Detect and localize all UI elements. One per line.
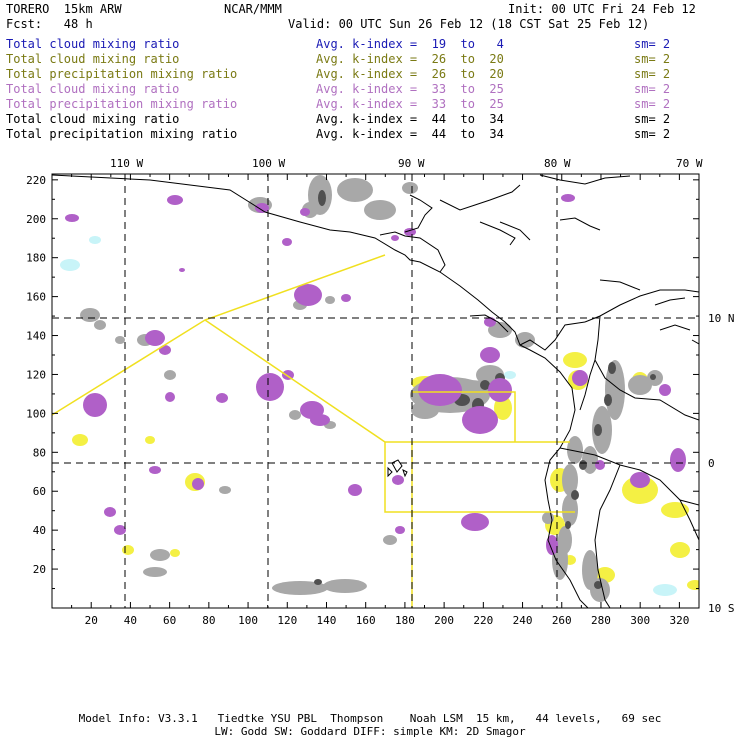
legend-field: Total cloud mixing ratio (6, 82, 180, 96)
lat-label-10s: 10 S (708, 602, 735, 615)
legend-index: Avg. k-index = 26 to 20 (316, 52, 504, 66)
lon-label-70w: 70 W (676, 157, 703, 170)
coastline (52, 174, 699, 608)
legend-index: Avg. k-index = 33 to 25 (316, 82, 504, 96)
dark-cloud-core (314, 190, 656, 589)
latlon-grid (52, 174, 699, 608)
x-tick-label: 180 (395, 614, 415, 627)
lon-label-80w: 80 W (544, 157, 571, 170)
y-tick-label: 180 (26, 252, 46, 265)
x-tick-label: 20 (85, 614, 98, 627)
y-tick-label: 120 (26, 368, 46, 381)
org-label: NCAR/MMM (224, 2, 282, 16)
lon-label-110w: 110 W (110, 157, 143, 170)
cyan-cloud-field (60, 236, 677, 596)
purple-precip-field (65, 194, 686, 555)
forecast-hour: Fcst: 48 h (6, 17, 93, 31)
x-tick-label: 260 (552, 614, 572, 627)
lat-label-0: 0 (708, 457, 715, 470)
x-tick-label: 280 (591, 614, 611, 627)
x-tick-label: 120 (277, 614, 297, 627)
y-tick-label: 20 (33, 563, 46, 576)
gray-cloud-field (80, 175, 663, 602)
model-info-line2: LW: Godd SW: Goddard DIFF: simple KM: 2D… (214, 725, 526, 738)
x-tick-label: 140 (317, 614, 337, 627)
y-tick-label: 140 (26, 330, 46, 343)
x-tick-label: 320 (669, 614, 689, 627)
y-tick-label: 200 (26, 213, 46, 226)
lat-label-10n: 10 N (708, 312, 735, 325)
y-tick-label: 100 (26, 407, 46, 420)
legend-field: Total cloud mixing ratio (6, 52, 180, 66)
x-tick-label: 80 (202, 614, 215, 627)
x-tick-label: 200 (434, 614, 454, 627)
x-tick-label: 220 (473, 614, 493, 627)
x-tick-label: 100 (238, 614, 258, 627)
valid-time: Valid: 00 UTC Sun 26 Feb 12 (18 CST Sat … (288, 17, 650, 31)
legend-field: Total precipitation mixing ratio (6, 127, 238, 141)
legend-field: Total precipitation mixing ratio (6, 97, 238, 111)
legend-field: Total cloud mixing ratio (6, 112, 180, 126)
model-info-line1: Model Info: V3.3.1 Tiedtke YSU PBL Thomp… (78, 712, 662, 725)
legend-field: Total cloud mixing ratio (6, 37, 180, 51)
x-tick-label: 240 (513, 614, 533, 627)
legend-smoothing: sm= 2 (634, 127, 671, 141)
legend-field: Total precipitation mixing ratio (6, 67, 238, 81)
legend-index: Avg. k-index = 19 to 4 (316, 37, 504, 51)
legend-index: Avg. k-index = 44 to 34 (316, 112, 504, 126)
y-tick-label: 60 (33, 485, 46, 498)
x-tick-label: 160 (356, 614, 376, 627)
galapagos-islands (387, 459, 408, 478)
lon-label-100w: 100 W (252, 157, 285, 170)
domain-boundary (52, 254, 575, 608)
legend-smoothing: sm= 2 (634, 82, 671, 96)
x-tick-label: 60 (163, 614, 176, 627)
legend-index: Avg. k-index = 33 to 25 (316, 97, 504, 111)
legend-index: Avg. k-index = 44 to 34 (316, 127, 504, 141)
map-frame (51, 173, 700, 609)
legend-smoothing: sm= 2 (634, 37, 671, 51)
legend-smoothing: sm= 2 (634, 97, 671, 111)
x-tick-label: 40 (124, 614, 137, 627)
y-tick-label: 40 (33, 524, 46, 537)
x-tick-label: 300 (630, 614, 650, 627)
legend-smoothing: sm= 2 (634, 67, 671, 81)
y-tick-label: 80 (33, 446, 46, 459)
init-time: Init: 00 UTC Fri 24 Feb 12 (508, 2, 696, 16)
legend-smoothing: sm= 2 (634, 52, 671, 66)
legend-index: Avg. k-index = 26 to 20 (316, 67, 504, 81)
model-title: TORERO 15km ARW (6, 2, 122, 16)
lon-label-90w: 90 W (398, 157, 425, 170)
y-tick-label: 160 (26, 291, 46, 304)
y-tick-label: 220 (26, 174, 46, 187)
legend-smoothing: sm= 2 (634, 112, 671, 126)
